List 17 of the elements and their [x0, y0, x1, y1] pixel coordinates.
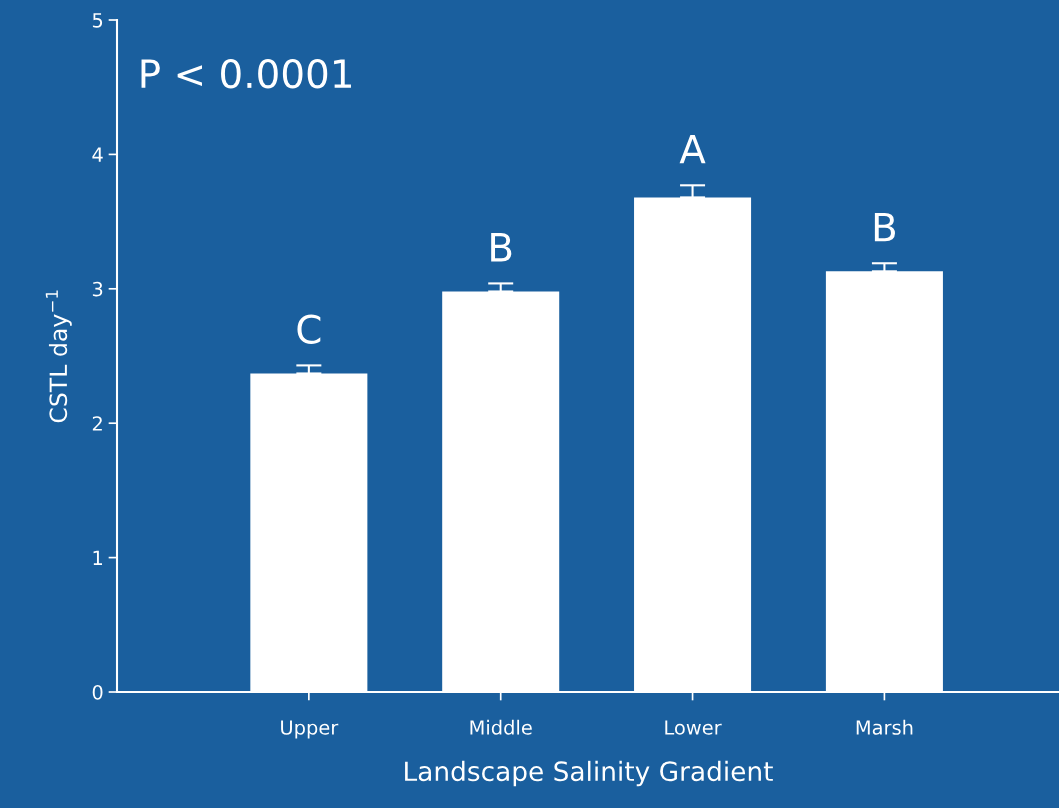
annotation: P < 0.0001 — [141, 58, 351, 89]
annotation: A — [679, 134, 706, 164]
x-tick-label: Lower — [665, 720, 722, 735]
y-tick-label: 0 — [92, 684, 103, 700]
annotation: B — [874, 212, 895, 242]
x-tick-label: Middle — [470, 719, 532, 735]
y-tick-label: 2 — [92, 416, 102, 431]
x-tick-label: Marsh — [856, 719, 913, 735]
y-tick-label: 5 — [92, 13, 103, 28]
y-tick-label: 3 — [92, 281, 103, 297]
y-tick-label: 4 — [92, 147, 103, 162]
y-tick-label: 1 — [93, 550, 103, 565]
annotation: C — [297, 314, 321, 344]
x-axis-title: Landscape Salinity Gradient — [405, 760, 773, 787]
x-tick-label: Upper — [281, 720, 339, 739]
y-axis-title: CSTL day$^{−1}$ — [45, 290, 72, 423]
annotation: B — [491, 233, 512, 262]
